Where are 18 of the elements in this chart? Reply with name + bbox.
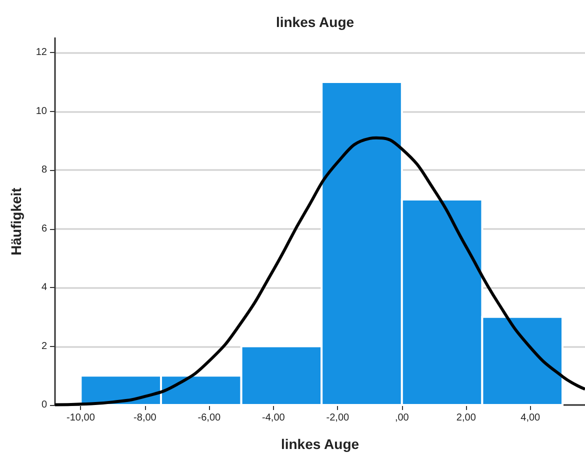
x-tick-label: -2,00 bbox=[326, 412, 350, 424]
y-tick-label: 4 bbox=[41, 282, 48, 294]
y-tick-label: 0 bbox=[41, 400, 48, 410]
x-tick-label: ,00 bbox=[394, 412, 410, 424]
y-tick-label: 12 bbox=[36, 47, 48, 58]
x-tick-label: -4,00 bbox=[262, 412, 286, 424]
y-tick-label: 6 bbox=[41, 223, 48, 234]
x-tick-label: -8,00 bbox=[134, 412, 157, 424]
x-tick-label: -10,00 bbox=[66, 412, 96, 424]
y-tick-label: 10 bbox=[36, 106, 48, 117]
chart-title: linkes Auge bbox=[276, 14, 354, 30]
y-axis-title: Häufigkeit bbox=[8, 187, 24, 256]
x-axis-title: linkes Auge bbox=[280, 436, 360, 452]
x-tick-label: 4,00 bbox=[520, 412, 541, 424]
x-tick-label: 2,00 bbox=[456, 412, 476, 424]
y-tick-label: 2 bbox=[41, 340, 48, 352]
x-tick-label: -6,00 bbox=[198, 412, 222, 424]
y-tick-label: 8 bbox=[41, 164, 48, 176]
